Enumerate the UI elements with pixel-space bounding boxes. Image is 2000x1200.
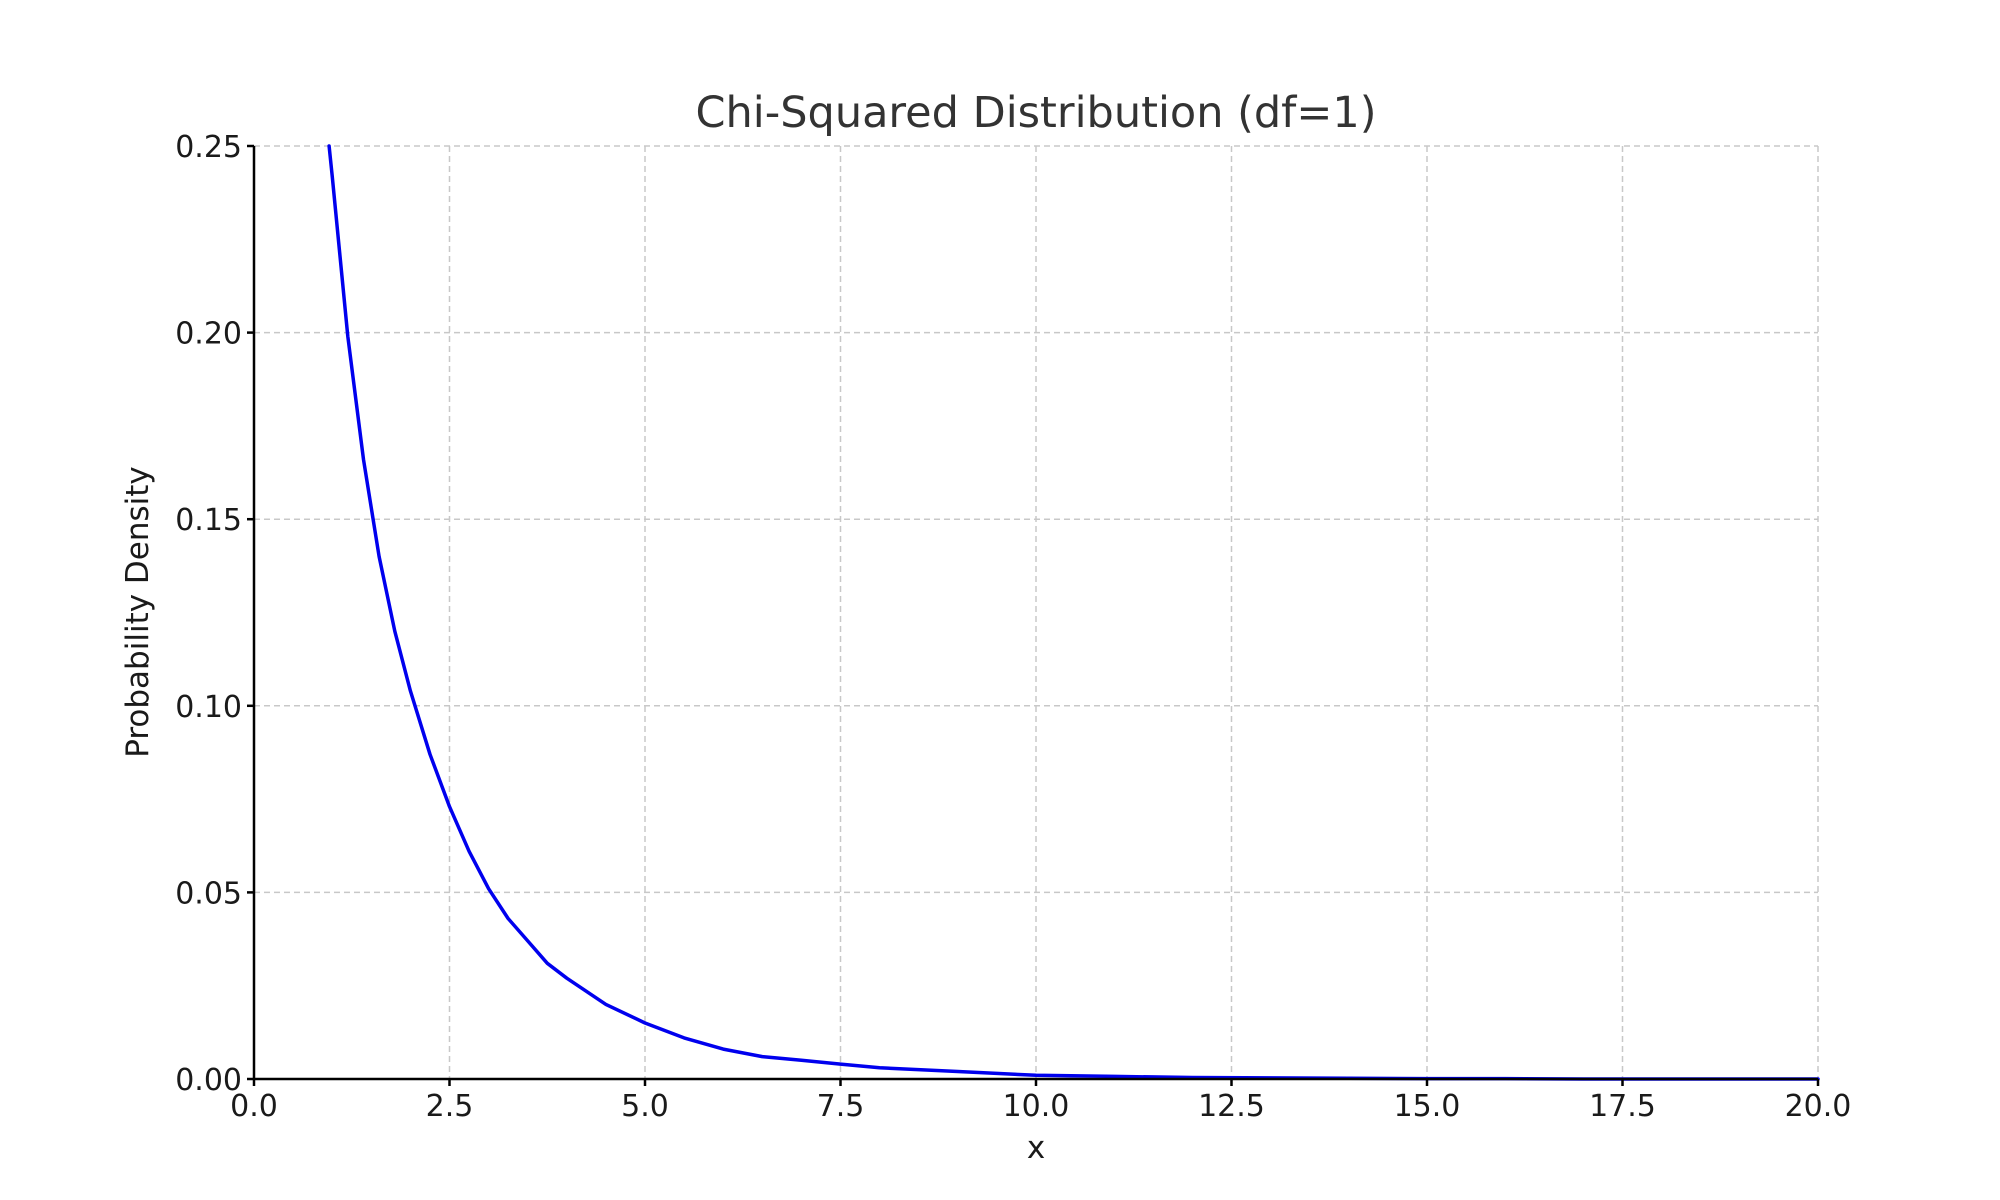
x-ticks: 0.0 2.5 5.0 7.5 10.0 12.5 15.0 17.5 20.0 [230, 1079, 1851, 1124]
y-tick-label: 0.25 [175, 130, 242, 165]
y-axis-title: Probability Density [120, 466, 156, 758]
y-tick-label: 0.00 [175, 1063, 242, 1098]
x-tick-label: 10.0 [1003, 1089, 1070, 1124]
series-line [327, 144, 1820, 1081]
y-tick-label: 0.15 [175, 503, 242, 538]
x-axis-title: x [1027, 1130, 1045, 1166]
y-ticks: 0.00 0.05 0.10 0.15 0.20 0.25 [175, 130, 254, 1098]
y-tick-label: 0.10 [175, 690, 242, 725]
series-layer [327, 144, 1820, 1081]
x-tick-label: 7.5 [817, 1089, 865, 1124]
x-tick-label: 15.0 [1394, 1089, 1461, 1124]
x-tick-label: 20.0 [1785, 1089, 1852, 1124]
y-tick-label: 0.20 [175, 317, 242, 352]
y-tick-label: 0.05 [175, 876, 242, 911]
x-tick-label: 0.0 [230, 1089, 278, 1124]
chart-title: Chi-Squared Distribution (df=1) [696, 88, 1377, 138]
x-tick-label: 2.5 [426, 1089, 474, 1124]
x-tick-label: 12.5 [1198, 1089, 1265, 1124]
x-tick-label: 5.0 [621, 1089, 669, 1124]
grid [254, 145, 1819, 1079]
x-tick-label: 17.5 [1589, 1089, 1656, 1124]
